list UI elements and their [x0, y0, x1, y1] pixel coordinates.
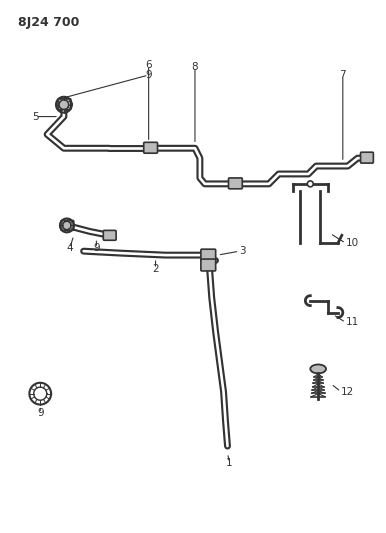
Text: 7: 7 — [340, 70, 346, 80]
FancyBboxPatch shape — [58, 99, 71, 110]
Text: 6: 6 — [146, 60, 152, 70]
FancyBboxPatch shape — [103, 230, 116, 240]
Text: 4: 4 — [66, 243, 73, 253]
Text: 1: 1 — [226, 458, 233, 468]
Text: 9: 9 — [146, 70, 152, 80]
Text: 11: 11 — [346, 318, 359, 327]
Text: 9: 9 — [93, 243, 100, 253]
FancyBboxPatch shape — [144, 142, 157, 153]
Text: 12: 12 — [341, 386, 354, 397]
FancyBboxPatch shape — [61, 221, 74, 230]
Text: 5: 5 — [32, 111, 39, 122]
Text: 9: 9 — [37, 408, 44, 418]
FancyBboxPatch shape — [361, 152, 373, 163]
FancyBboxPatch shape — [201, 249, 216, 261]
Ellipse shape — [310, 365, 326, 374]
Text: 8: 8 — [192, 62, 198, 72]
Text: 2: 2 — [152, 264, 159, 274]
Text: 3: 3 — [239, 246, 246, 256]
Text: 8J24 700: 8J24 700 — [17, 15, 79, 29]
FancyBboxPatch shape — [201, 259, 216, 271]
FancyBboxPatch shape — [229, 178, 242, 189]
Text: 10: 10 — [346, 238, 359, 248]
Circle shape — [307, 181, 313, 187]
